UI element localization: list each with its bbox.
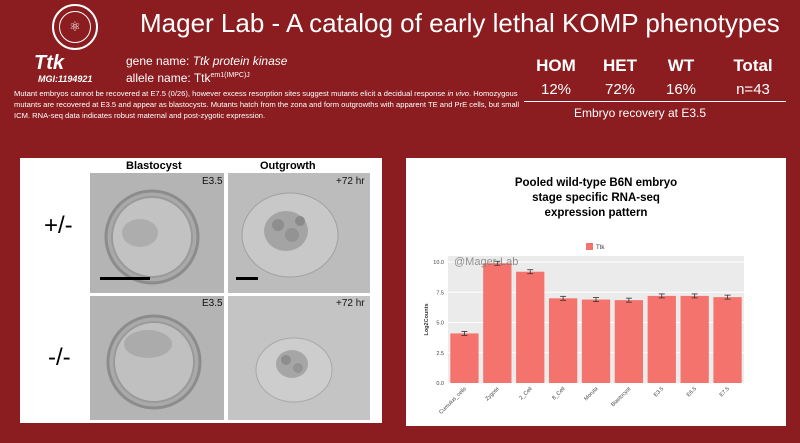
- gene-name-value: Ttk protein kinase: [192, 54, 288, 68]
- bar-chart: 0.0 2.5 5.0 7.5 10.0 Ttk Cumulus_cells Zygote 2_…: [424, 243, 744, 416]
- page-title: Mager Lab - A catalog of early lethal KO…: [140, 8, 780, 38]
- image-hom-outgrowth: [228, 296, 370, 420]
- embryo-images-panel: Blastocyst Outgrowth +/- -/- E3.5 +72 hr: [20, 158, 382, 423]
- stat-header-total: Total: [733, 56, 773, 75]
- bar: [483, 263, 512, 383]
- watermark: @Mager-Lab: [454, 256, 518, 268]
- legend-label: Ttk: [596, 245, 605, 251]
- bar: [713, 297, 742, 383]
- column-header-outgrowth: Outgrowth: [260, 160, 316, 172]
- allele-name-superscript: em1(IMPC)J: [210, 72, 250, 79]
- seal-emblem-icon: ⚛: [59, 11, 91, 43]
- chart-title-line-3: expression pattern: [544, 207, 648, 219]
- image-het-outgrowth: [228, 173, 370, 293]
- x-tick-label: Cumulus_cells: [438, 386, 468, 416]
- x-tick-label: E6.5: [686, 386, 698, 398]
- stage-label-het-blastocyst: E3.5: [202, 176, 223, 187]
- x-tick-label: Blastocyst: [610, 386, 632, 408]
- mgi-id: MGI:1194921: [38, 74, 93, 84]
- x-tick-label: 8_Cell: [551, 386, 566, 401]
- row-label-hom: -/-: [48, 344, 71, 371]
- stage-label-het-outgrowth: +72 hr: [336, 176, 365, 187]
- stats-caption: Embryo recovery at E3.5: [573, 106, 707, 120]
- bar: [516, 271, 545, 383]
- y-tick-label: 0.0: [436, 381, 444, 387]
- description-text-1: Mutant embryos cannot be recovered at E7…: [14, 89, 448, 98]
- gene-name-label: gene name:: [126, 54, 193, 68]
- gene-symbol: Ttk: [34, 52, 64, 74]
- phenotype-description: Mutant embryos cannot be recovered at E7…: [14, 88, 526, 121]
- y-tick-label: 2.5: [436, 351, 444, 357]
- bar: [680, 295, 709, 383]
- row-label-het: +/-: [44, 212, 73, 239]
- allele-name-line: allele name: Ttkem1(IMPC)J: [126, 71, 250, 85]
- gene-name-line: gene name: Ttk protein kinase: [126, 54, 287, 68]
- bar: [647, 295, 676, 383]
- image-hom-blastocyst: [90, 296, 224, 420]
- stat-header-hom: HOM: [536, 56, 576, 75]
- column-header-blastocyst: Blastocyst: [126, 160, 182, 172]
- bar: [548, 298, 578, 383]
- rnaseq-chart-panel: Pooled wild-type B6N embryo stage specif…: [406, 158, 786, 426]
- stage-label-hom-outgrowth: +72 hr: [336, 298, 365, 309]
- stat-value-wt: 16%: [665, 81, 697, 98]
- description-text-2: . Homozygous mutants are recovered at E3…: [14, 89, 520, 120]
- chart-title-line-2: stage specific RNA-seq: [532, 192, 660, 204]
- x-tick-label: Morula: [583, 386, 600, 403]
- description-italic: in vivo: [447, 89, 470, 98]
- y-axis-label: Log2Counts: [424, 303, 430, 335]
- chart-title: Pooled wild-type B6N embryo stage specif…: [406, 176, 786, 221]
- legend-swatch: [586, 243, 593, 250]
- stat-value-hom: 12%: [540, 81, 572, 98]
- stat-value-het: 72%: [604, 81, 636, 98]
- y-tick-label: 10.0: [433, 260, 444, 266]
- stats-divider: [524, 101, 786, 102]
- x-tick-label: E3.5: [653, 386, 665, 398]
- y-tick-label: 5.0: [436, 321, 444, 327]
- allele-name-base: Ttk: [193, 71, 211, 85]
- bar: [614, 300, 644, 383]
- stat-value-total: n=43: [736, 81, 770, 98]
- x-tick-label: 2_Cell: [518, 386, 533, 401]
- x-tick-label: Zygote: [485, 386, 501, 402]
- image-het-blastocyst: [90, 173, 224, 293]
- stat-header-wt: WT: [667, 56, 695, 75]
- x-tick-label: E7.5: [719, 386, 731, 398]
- y-tick-label: 7.5: [436, 290, 444, 296]
- chart-title-line-1: Pooled wild-type B6N embryo: [514, 177, 678, 189]
- university-seal-logo: ⚛: [52, 4, 98, 50]
- bar: [450, 333, 479, 383]
- stat-header-het: HET: [603, 56, 637, 75]
- bar: [581, 299, 611, 383]
- allele-name-label: allele name:: [126, 71, 194, 85]
- stage-label-hom-blastocyst: E3.5: [202, 298, 223, 309]
